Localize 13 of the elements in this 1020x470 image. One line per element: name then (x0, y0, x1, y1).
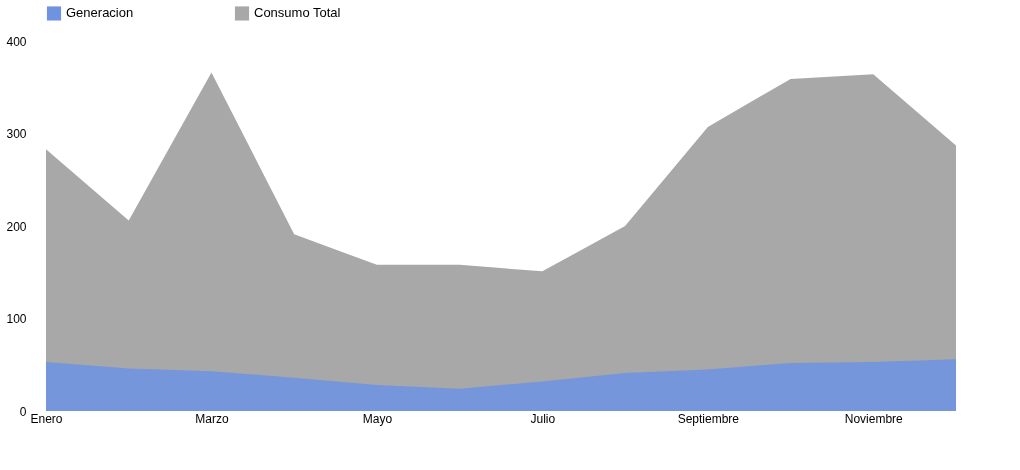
y-tick-label: 0 (19, 404, 27, 419)
x-tick-label: Septiembre (677, 411, 740, 426)
legend-label: Generacion (66, 5, 134, 21)
y-tick-label: 300 (6, 127, 27, 141)
x-tick-label: Mayo (362, 411, 393, 426)
x-tick-label: Julio (530, 411, 556, 426)
x-tick-label: Noviembre (844, 411, 904, 426)
x-tick-label: Enero (30, 411, 63, 426)
legend-label: Consumo Total (254, 5, 341, 21)
y-tick-label: 400 (6, 34, 27, 49)
x-tick-label: Marzo (195, 411, 229, 426)
y-tick-label: 100 (6, 312, 27, 326)
y-tick-label: 200 (6, 219, 27, 234)
